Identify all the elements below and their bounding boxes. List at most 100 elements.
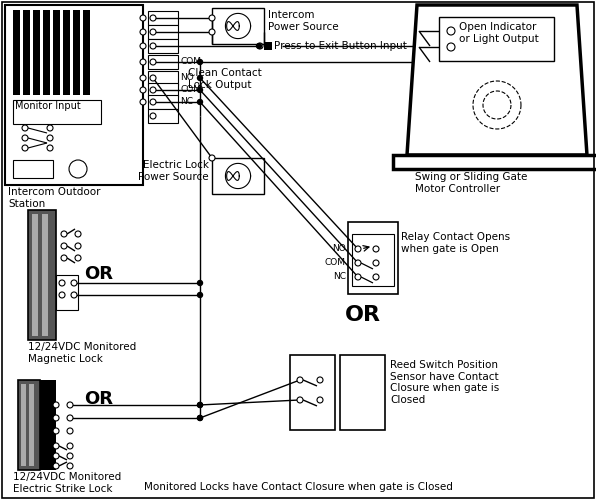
Circle shape bbox=[197, 100, 203, 104]
Bar bbox=[148, 95, 178, 109]
Circle shape bbox=[297, 377, 303, 383]
Text: Swing or Sliding Gate
Motor Controller: Swing or Sliding Gate Motor Controller bbox=[415, 172, 527, 194]
Circle shape bbox=[22, 145, 28, 151]
Circle shape bbox=[53, 453, 59, 459]
Circle shape bbox=[150, 59, 156, 65]
Circle shape bbox=[75, 231, 81, 237]
Bar bbox=[29, 384, 34, 466]
Circle shape bbox=[373, 274, 379, 280]
Bar bbox=[13, 100, 101, 124]
Bar bbox=[32, 214, 38, 336]
Circle shape bbox=[140, 43, 146, 49]
Text: Intercom Outdoor
Station: Intercom Outdoor Station bbox=[8, 187, 101, 208]
Circle shape bbox=[47, 145, 53, 151]
Bar bbox=[28, 210, 56, 340]
Circle shape bbox=[447, 43, 455, 51]
Text: NC: NC bbox=[180, 98, 193, 106]
Bar bbox=[21, 384, 26, 466]
Text: Open Indicator
or Light Output: Open Indicator or Light Output bbox=[459, 22, 539, 44]
Circle shape bbox=[61, 231, 67, 237]
Circle shape bbox=[150, 43, 156, 49]
Circle shape bbox=[197, 292, 203, 298]
Circle shape bbox=[69, 160, 87, 178]
Circle shape bbox=[53, 463, 59, 469]
Circle shape bbox=[67, 453, 73, 459]
Polygon shape bbox=[393, 155, 596, 169]
Circle shape bbox=[47, 135, 53, 141]
Circle shape bbox=[257, 43, 263, 49]
Bar bbox=[290, 355, 335, 430]
Bar bbox=[53, 10, 60, 95]
Bar bbox=[212, 8, 264, 44]
Bar bbox=[56, 275, 78, 310]
Bar bbox=[42, 214, 48, 336]
Circle shape bbox=[197, 280, 203, 285]
Circle shape bbox=[67, 415, 73, 421]
Circle shape bbox=[197, 88, 203, 92]
Circle shape bbox=[61, 255, 67, 261]
Bar bbox=[148, 55, 178, 69]
Text: OR: OR bbox=[345, 305, 381, 325]
Circle shape bbox=[297, 397, 303, 403]
Bar bbox=[148, 39, 178, 53]
Text: 12/24VDC Monitored
Magnetic Lock: 12/24VDC Monitored Magnetic Lock bbox=[28, 342, 136, 363]
Text: COM: COM bbox=[180, 86, 201, 94]
Circle shape bbox=[75, 243, 81, 249]
Circle shape bbox=[373, 260, 379, 266]
Circle shape bbox=[197, 402, 203, 407]
Circle shape bbox=[53, 402, 59, 408]
Bar bbox=[33, 10, 40, 95]
Text: NC: NC bbox=[333, 272, 346, 281]
Text: NO: NO bbox=[332, 244, 346, 254]
Circle shape bbox=[75, 255, 81, 261]
Circle shape bbox=[197, 76, 203, 80]
Text: Press to Exit Button Input: Press to Exit Button Input bbox=[274, 41, 407, 51]
Circle shape bbox=[150, 29, 156, 35]
Circle shape bbox=[61, 243, 67, 249]
Text: OR: OR bbox=[84, 390, 113, 408]
Circle shape bbox=[59, 292, 65, 298]
Circle shape bbox=[140, 75, 146, 81]
Text: 12/24VDC Monitored
Electric Strike Lock: 12/24VDC Monitored Electric Strike Lock bbox=[13, 472, 121, 494]
Text: Electric Lock
Power Source: Electric Lock Power Source bbox=[138, 160, 209, 182]
Circle shape bbox=[22, 125, 28, 131]
Circle shape bbox=[47, 125, 53, 131]
Bar bbox=[13, 160, 53, 178]
Circle shape bbox=[197, 416, 203, 420]
Circle shape bbox=[140, 87, 146, 93]
Text: Monitored Locks have Contact Closure when gate is Closed: Monitored Locks have Contact Closure whe… bbox=[144, 482, 452, 492]
Bar bbox=[348, 222, 398, 294]
Bar bbox=[83, 10, 90, 95]
Bar bbox=[352, 234, 394, 286]
Circle shape bbox=[59, 280, 65, 286]
Circle shape bbox=[256, 44, 262, 49]
Bar bbox=[148, 109, 178, 123]
Circle shape bbox=[355, 274, 361, 280]
Bar bbox=[148, 11, 178, 25]
Polygon shape bbox=[407, 5, 587, 155]
Circle shape bbox=[209, 15, 215, 21]
Bar bbox=[73, 10, 80, 95]
Bar bbox=[439, 17, 554, 61]
Text: OR: OR bbox=[84, 265, 113, 283]
Circle shape bbox=[150, 87, 156, 93]
Bar bbox=[43, 10, 50, 95]
Bar bbox=[5, 5, 143, 185]
Bar bbox=[212, 158, 264, 194]
Circle shape bbox=[67, 402, 73, 408]
Circle shape bbox=[71, 280, 77, 286]
Text: Reed Switch Position
Sensor have Contact
Closure when gate is
Closed: Reed Switch Position Sensor have Contact… bbox=[390, 360, 499, 405]
Text: Intercom
Power Source: Intercom Power Source bbox=[268, 10, 339, 32]
Bar bbox=[340, 355, 385, 430]
Circle shape bbox=[197, 416, 203, 420]
Bar bbox=[148, 71, 178, 85]
Circle shape bbox=[197, 60, 203, 64]
Circle shape bbox=[150, 75, 156, 81]
Text: Clean Contact
Lock Output: Clean Contact Lock Output bbox=[188, 68, 262, 90]
Circle shape bbox=[140, 15, 146, 21]
Circle shape bbox=[317, 377, 323, 383]
Circle shape bbox=[53, 428, 59, 434]
Text: Relay Contact Opens
when gate is Open: Relay Contact Opens when gate is Open bbox=[401, 232, 510, 254]
Circle shape bbox=[150, 15, 156, 21]
Circle shape bbox=[209, 29, 215, 35]
